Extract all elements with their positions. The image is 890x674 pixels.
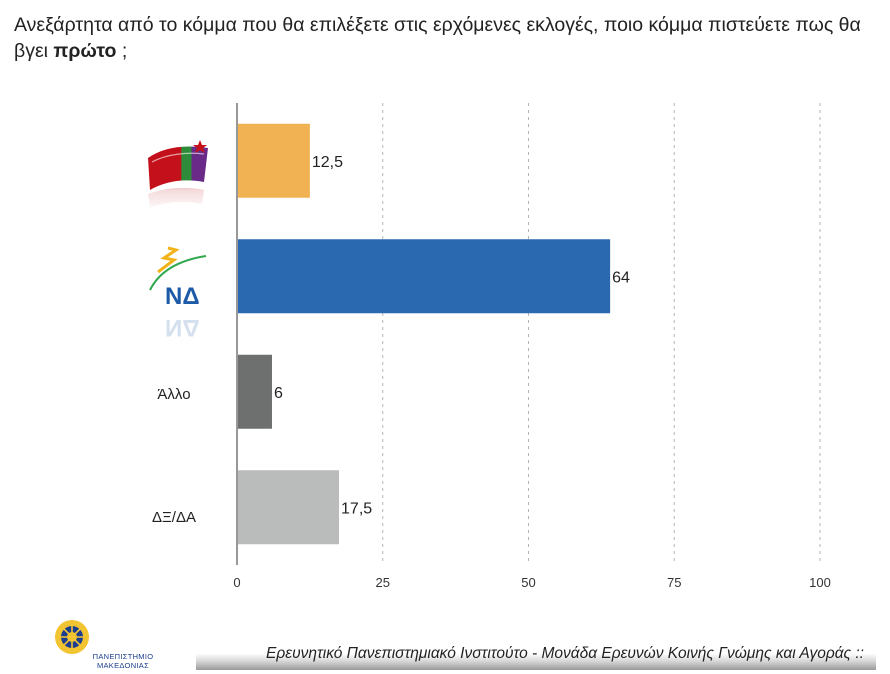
category-labels: ΝΔ ΝΔ Άλλο ΔΞ/ΔΑ bbox=[142, 140, 214, 526]
x-tick-label-75: 75 bbox=[667, 575, 681, 590]
value-label-3: 17,5 bbox=[341, 500, 372, 517]
grid-lines bbox=[382, 103, 821, 565]
question-text: Ανεξάρτητα από το κόμμα που θα επιλέξετε… bbox=[14, 12, 879, 64]
bar-chart: 12,5 64 6 17,5 0 25 50 75 100 ΝΔ ΝΔ Άλλο ΔΞ/ΔΑ bbox=[142, 103, 831, 590]
x-tick-label-100: 100 bbox=[809, 575, 831, 590]
question-prefix: Ανεξάρτητα από το κόμμα που θα επιλέξετε… bbox=[14, 14, 861, 62]
value-label-1: 64 bbox=[612, 269, 630, 286]
syriza-logo bbox=[142, 140, 214, 212]
footer-text: Ερευνητικό Πανεπιστημιακό Ινστιτούτο - Μ… bbox=[266, 645, 864, 662]
x-tick-label-50: 50 bbox=[521, 575, 535, 590]
value-label-0: 12,5 bbox=[312, 154, 343, 171]
svg-text:ΝΔ: ΝΔ bbox=[165, 314, 200, 341]
category-label-allo: Άλλο bbox=[157, 386, 190, 403]
question-suffix: ; bbox=[116, 40, 128, 62]
nd-logo-text: ΝΔ bbox=[165, 283, 200, 310]
value-labels: 12,5 64 6 17,5 bbox=[274, 154, 630, 518]
university-logo bbox=[55, 620, 89, 654]
question-bold-word: πρώτο bbox=[53, 40, 117, 62]
category-label-dxda: ΔΞ/ΔΑ bbox=[152, 509, 196, 526]
university-name: ΠΑΝΕΠΙΣΤΗΜΙΟ ΜΑΚΕΔΟΝΙΑΣ bbox=[92, 652, 154, 670]
bar-2 bbox=[238, 354, 272, 429]
footer-band bbox=[196, 640, 876, 670]
x-tick-label-0: 0 bbox=[233, 575, 240, 590]
bar-3 bbox=[238, 470, 340, 545]
bars bbox=[238, 123, 611, 545]
bar-1 bbox=[238, 239, 611, 314]
nd-logo: ΝΔ ΝΔ bbox=[149, 246, 207, 341]
x-tick-label-25: 25 bbox=[376, 575, 390, 590]
value-label-2: 6 bbox=[274, 385, 283, 402]
bar-0 bbox=[238, 123, 310, 198]
x-tick-labels: 0 25 50 75 100 bbox=[233, 575, 830, 590]
